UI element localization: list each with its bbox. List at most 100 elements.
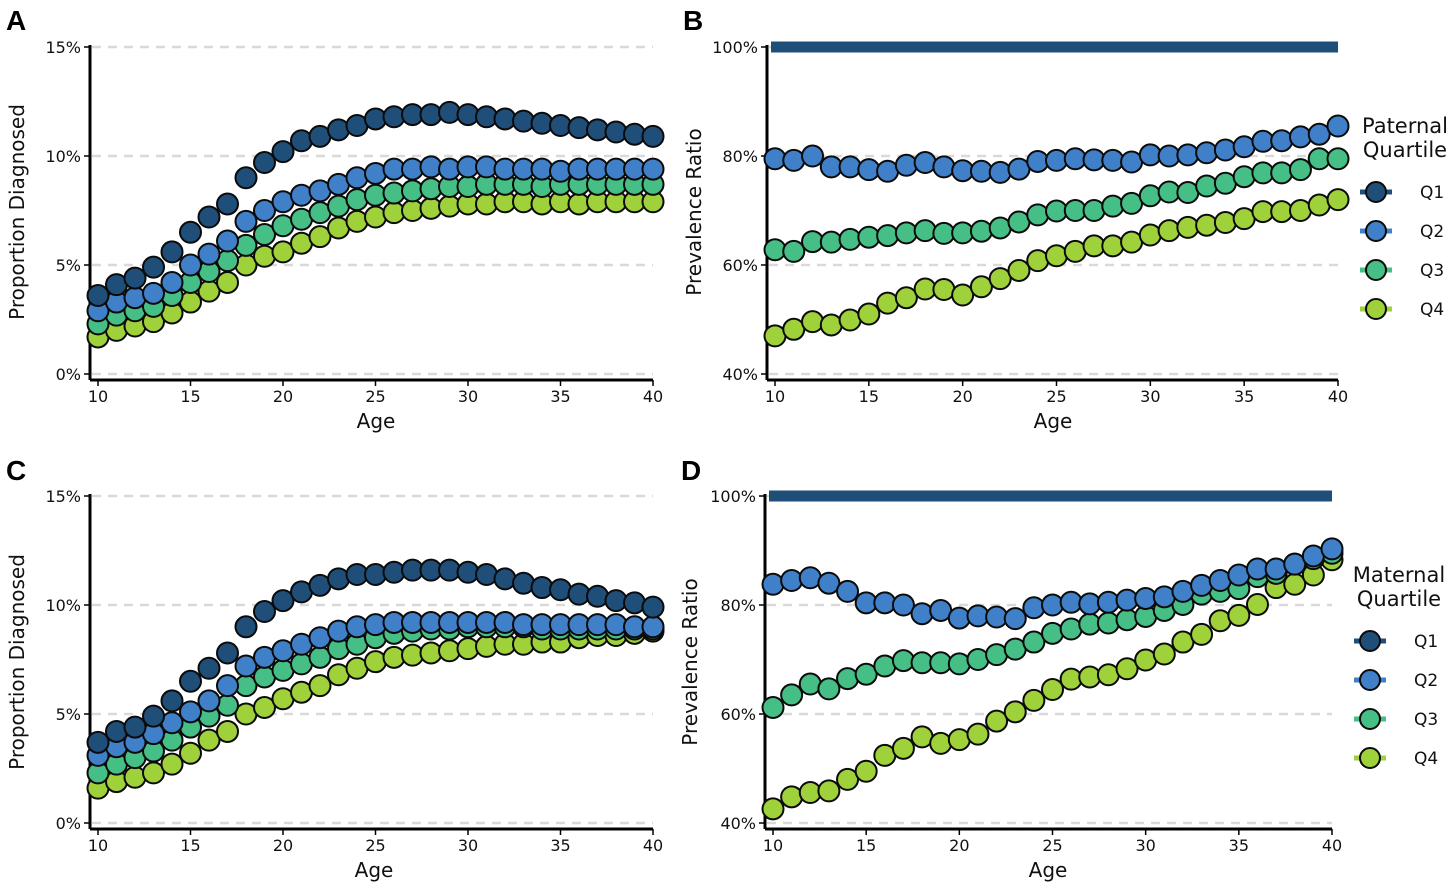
x-tick-label: 35 (1229, 836, 1249, 855)
legend-title: Quartile (1363, 138, 1447, 162)
data-point-q1 (623, 591, 646, 615)
data-point-q4 (1063, 239, 1087, 263)
data-point-q4 (876, 291, 900, 315)
data-point-q3 (1138, 184, 1162, 208)
x-tick-label: 10 (88, 387, 108, 406)
y-tick-label: 100% (710, 487, 756, 506)
data-point-q3 (817, 677, 841, 701)
data-point-q2 (1101, 148, 1125, 172)
data-point-q1 (327, 118, 350, 142)
series-q4 (761, 548, 1344, 821)
data-point-q2 (910, 602, 934, 626)
data-point-q1 (179, 669, 202, 693)
data-point-q4 (1007, 258, 1031, 282)
data-point-q3 (1041, 621, 1064, 645)
data-point-q4 (345, 209, 369, 233)
data-point-q4 (1152, 642, 1176, 666)
x-tick-label: 35 (1234, 387, 1254, 406)
data-point-q3 (1096, 611, 1120, 635)
y-tick-label: 80% (722, 147, 758, 166)
data-point-q2 (364, 161, 387, 185)
data-point-q2 (216, 674, 239, 698)
x-tick-label: 20 (273, 387, 293, 406)
y-tick-label: 40% (720, 814, 756, 833)
data-point-q2 (123, 286, 147, 310)
panel-letter: D (681, 455, 701, 486)
data-point-q1 (641, 124, 665, 148)
x-tick-label: 30 (1140, 387, 1160, 406)
x-tick-label: 35 (550, 387, 570, 406)
data-point-q2 (197, 242, 221, 266)
data-point-q4 (253, 244, 276, 268)
series-q4 (86, 190, 665, 349)
data-point-q3 (1059, 617, 1083, 641)
data-point-q3 (345, 188, 369, 212)
data-point-q4 (1026, 249, 1050, 273)
data-point-q3 (1288, 158, 1312, 182)
data-point-q3 (1026, 203, 1050, 227)
data-point-q3 (1022, 630, 1046, 654)
data-point-q2 (1232, 135, 1256, 159)
data-point-q1 (327, 567, 350, 591)
data-point-q4 (854, 759, 878, 783)
data-point-q2 (1190, 573, 1214, 597)
series-q1 (86, 558, 665, 754)
data-point-q2 (1283, 552, 1307, 576)
data-point-q1 (271, 589, 295, 613)
x-tick-label: 10 (88, 836, 108, 855)
data-point-q4 (951, 283, 975, 307)
y-tick-label: 5% (56, 256, 81, 275)
legend-key-q4 (1359, 747, 1381, 769)
legend-key-q1 (1359, 630, 1381, 652)
data-point-q1 (216, 641, 239, 665)
x-tick-label: 25 (1042, 836, 1062, 855)
y-axis-title: Prevalence Ratio (682, 128, 706, 295)
series-q2 (86, 610, 665, 767)
data-point-q2 (1307, 122, 1331, 146)
data-point-q4 (836, 767, 860, 791)
y-tick-label: 100% (712, 38, 758, 57)
data-point-q2 (142, 281, 165, 305)
data-point-q4 (817, 779, 841, 803)
data-point-q1 (271, 140, 295, 164)
data-point-q3 (1082, 199, 1106, 222)
data-point-q4 (761, 797, 785, 821)
data-point-q3 (819, 230, 843, 254)
x-tick-label: 15 (859, 387, 879, 406)
data-point-q3 (1270, 161, 1294, 185)
x-tick-label: 20 (949, 836, 969, 855)
data-point-q2 (838, 155, 862, 179)
panel-letter: C (6, 455, 26, 486)
data-point-q3 (780, 683, 804, 707)
data-point-q3 (253, 222, 276, 246)
data-point-q4 (819, 313, 843, 337)
data-point-q1 (123, 715, 147, 739)
data-point-q2 (345, 166, 369, 190)
y-tick-label: 60% (720, 705, 756, 724)
data-point-q1 (123, 266, 147, 290)
x-tick-label: 20 (273, 836, 293, 855)
data-point-q3 (876, 224, 900, 248)
data-point-q4 (1115, 657, 1139, 681)
data-point-q1 (493, 567, 517, 591)
legend-key-q2 (1359, 669, 1381, 691)
y-axis-title: Prevalence Ratio (678, 578, 702, 745)
data-point-q3 (1232, 165, 1256, 189)
data-point-q4 (179, 741, 202, 765)
data-point-q4 (160, 752, 184, 776)
data-point-q1 (197, 656, 221, 680)
legend-key-q4 (1365, 298, 1387, 320)
x-tick-label: 30 (458, 387, 478, 406)
data-point-q4 (801, 310, 825, 334)
data-point-q2 (641, 615, 665, 639)
y-tick-label: 80% (720, 596, 756, 615)
data-point-q4 (1307, 193, 1331, 217)
data-point-q4 (857, 302, 881, 326)
data-point-q1 (253, 151, 276, 175)
data-point-q4 (969, 275, 993, 299)
data-point-q1 (586, 584, 609, 608)
data-point-q2 (1195, 141, 1219, 165)
data-point-q4 (216, 270, 239, 294)
